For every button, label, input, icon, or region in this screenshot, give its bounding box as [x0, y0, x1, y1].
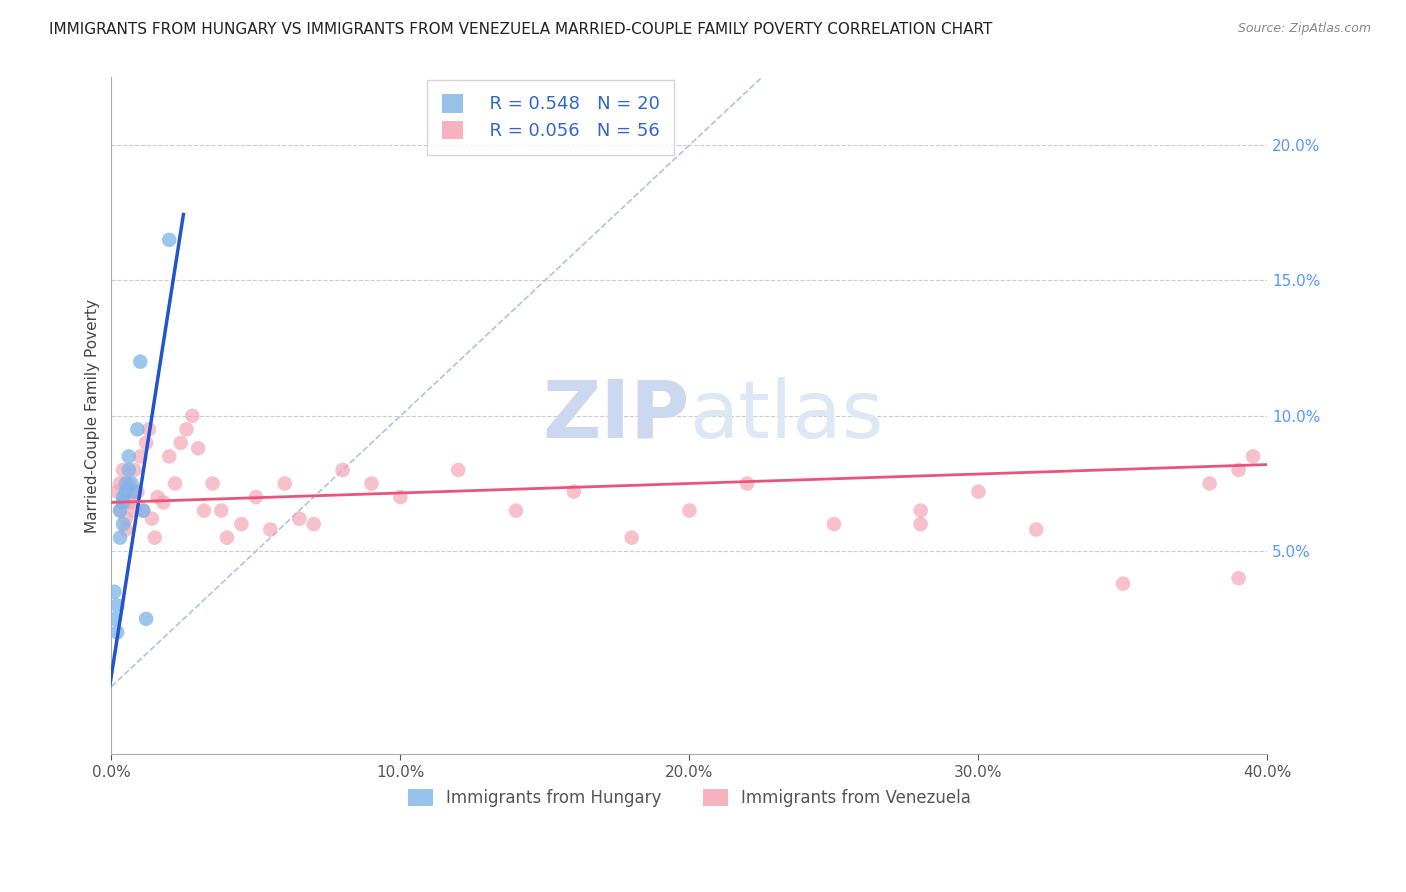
- Point: [201, 476, 224, 491]
- Point: [823, 517, 845, 532]
- Point: [111, 463, 134, 477]
- Point: [505, 503, 527, 517]
- Point: [215, 531, 238, 545]
- Point: [1025, 523, 1047, 537]
- Point: [170, 436, 193, 450]
- Point: [108, 531, 131, 545]
- Point: [1241, 450, 1264, 464]
- Point: [111, 517, 134, 532]
- Point: [163, 476, 186, 491]
- Point: [910, 517, 932, 532]
- Point: [115, 484, 138, 499]
- Point: [118, 450, 141, 464]
- Point: [157, 233, 180, 247]
- Point: [103, 612, 125, 626]
- Point: [132, 503, 155, 517]
- Point: [127, 422, 149, 436]
- Point: [389, 490, 412, 504]
- Point: [143, 531, 166, 545]
- Point: [111, 495, 134, 509]
- Point: [124, 484, 146, 499]
- Point: [302, 517, 325, 532]
- Point: [360, 476, 382, 491]
- Point: [447, 463, 470, 477]
- Point: [152, 495, 174, 509]
- Text: Source: ZipAtlas.com: Source: ZipAtlas.com: [1237, 22, 1371, 36]
- Point: [620, 531, 643, 545]
- Point: [135, 436, 157, 450]
- Point: [193, 503, 215, 517]
- Y-axis label: Married-Couple Family Poverty: Married-Couple Family Poverty: [86, 299, 100, 533]
- Point: [231, 517, 253, 532]
- Point: [105, 599, 128, 613]
- Point: [1227, 463, 1250, 477]
- Point: [288, 511, 311, 525]
- Point: [176, 422, 198, 436]
- Point: [562, 484, 585, 499]
- Point: [121, 490, 143, 504]
- Point: [157, 450, 180, 464]
- Point: [132, 503, 155, 517]
- Legend: Immigrants from Hungary, Immigrants from Venezuela: Immigrants from Hungary, Immigrants from…: [401, 782, 979, 814]
- Point: [245, 490, 267, 504]
- Point: [124, 463, 146, 477]
- Point: [124, 503, 146, 517]
- Text: IMMIGRANTS FROM HUNGARY VS IMMIGRANTS FROM VENEZUELA MARRIED-COUPLE FAMILY POVER: IMMIGRANTS FROM HUNGARY VS IMMIGRANTS FR…: [49, 22, 993, 37]
- Point: [1112, 576, 1135, 591]
- Point: [115, 511, 138, 525]
- Point: [118, 463, 141, 477]
- Point: [127, 484, 149, 499]
- Point: [735, 476, 758, 491]
- Point: [181, 409, 204, 423]
- Point: [135, 612, 157, 626]
- Point: [910, 503, 932, 517]
- Point: [111, 495, 134, 509]
- Point: [121, 476, 143, 491]
- Point: [129, 354, 152, 368]
- Point: [141, 511, 163, 525]
- Point: [146, 490, 169, 504]
- Point: [118, 476, 141, 491]
- Point: [111, 490, 134, 504]
- Point: [103, 584, 125, 599]
- Point: [108, 476, 131, 491]
- Point: [118, 495, 141, 509]
- Point: [209, 503, 232, 517]
- Text: ZIP: ZIP: [543, 376, 689, 455]
- Point: [1198, 476, 1220, 491]
- Point: [332, 463, 354, 477]
- Point: [108, 503, 131, 517]
- Point: [105, 625, 128, 640]
- Point: [678, 503, 700, 517]
- Point: [115, 476, 138, 491]
- Point: [108, 503, 131, 517]
- Point: [115, 523, 138, 537]
- Point: [105, 484, 128, 499]
- Point: [187, 442, 209, 456]
- Point: [967, 484, 990, 499]
- Point: [1227, 571, 1250, 585]
- Point: [259, 523, 281, 537]
- Text: atlas: atlas: [689, 376, 884, 455]
- Point: [129, 450, 152, 464]
- Point: [274, 476, 297, 491]
- Point: [138, 422, 160, 436]
